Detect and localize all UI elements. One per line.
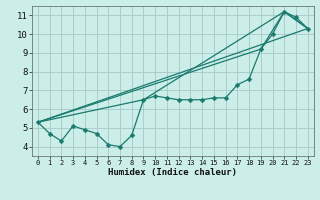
X-axis label: Humidex (Indice chaleur): Humidex (Indice chaleur) <box>108 168 237 177</box>
